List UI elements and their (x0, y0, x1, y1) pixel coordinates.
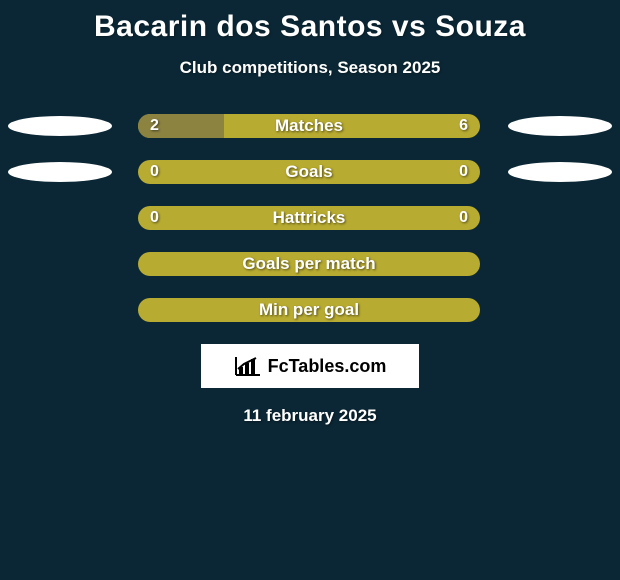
source-logo: FcTables.com (201, 344, 419, 388)
page-title: Bacarin dos Santos vs Souza (0, 0, 620, 44)
chart-icon (234, 355, 262, 377)
stat-row: Hattricks0 0 (0, 206, 620, 230)
stat-label: Goals (138, 160, 480, 184)
stat-row: Min per goal (0, 298, 620, 322)
stat-value-left: 0 (150, 206, 159, 230)
stat-rows: Matches26Goals00Hattricks00Goals per mat… (0, 114, 620, 322)
player-left-marker (8, 162, 112, 182)
stat-bar: Min per goal (138, 298, 480, 322)
stat-value-right: 0 (459, 206, 468, 230)
stat-label: Goals per match (138, 252, 480, 276)
stat-label: Matches (138, 114, 480, 138)
stat-row: Matches2 6 (0, 114, 620, 138)
comparison-infographic: Bacarin dos Santos vs Souza Club competi… (0, 0, 620, 580)
stat-bar: Goals per match (138, 252, 480, 276)
stat-bar: Goals0 0 (138, 160, 480, 184)
footer-date: 11 february 2025 (0, 406, 620, 426)
player-right-marker (508, 116, 612, 136)
stat-label: Hattricks (138, 206, 480, 230)
player-right-marker (508, 162, 612, 182)
stat-value-right: 0 (459, 160, 468, 184)
stat-value-left: 2 (150, 114, 159, 138)
stat-value-right: 6 (459, 114, 468, 138)
page-subtitle: Club competitions, Season 2025 (0, 58, 620, 78)
stat-bar: Hattricks0 0 (138, 206, 480, 230)
stat-bar: Matches2 6 (138, 114, 480, 138)
stat-label: Min per goal (138, 298, 480, 322)
stat-row: Goals0 0 (0, 160, 620, 184)
stat-row: Goals per match (0, 252, 620, 276)
logo-text: FcTables.com (268, 356, 387, 377)
stat-value-left: 0 (150, 160, 159, 184)
player-left-marker (8, 116, 112, 136)
